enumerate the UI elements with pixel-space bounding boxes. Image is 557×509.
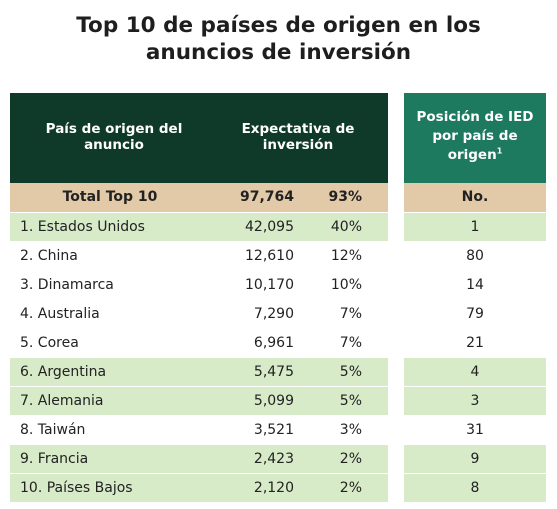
pct-cell: 7% [339, 306, 362, 322]
country-column-header: País de origen del anuncio [45, 121, 183, 153]
pct-cell: 12% [330, 248, 362, 264]
country-cell: 3. Dinamarca [20, 277, 114, 293]
table-row: 4. Australia 7,290 7% [10, 300, 388, 328]
fdi-position-cell: 8 [404, 474, 546, 502]
fdi-position-table: Posición de IED por país de origen1 No. … [404, 93, 546, 503]
value-cell: 7,290 [253, 306, 294, 322]
fdi-position-cell: 79 [404, 300, 546, 328]
fdi-total-row: No. [404, 183, 546, 212]
pct-cell: 10% [330, 277, 362, 293]
country-cell: 7. Alemania [20, 393, 104, 409]
total-value: 97,764 [239, 189, 294, 205]
fdi-header-line-2: por país de [432, 128, 518, 144]
fdi-position-cell: 21 [404, 329, 546, 357]
value-cell: 10,170 [245, 277, 294, 293]
table-row: 5. Corea 6,961 7% [10, 329, 388, 357]
country-cell: 6. Argentina [20, 364, 107, 380]
pct-cell: 3% [339, 422, 362, 438]
pct-cell: 2% [339, 480, 362, 496]
fdi-position-cell: 14 [404, 271, 546, 299]
pct-cell: 7% [339, 335, 362, 351]
country-cell: 9. Francia [20, 451, 89, 467]
total-label: Total Top 10 [62, 189, 158, 205]
total-pct: 93% [328, 189, 362, 205]
country-cell: 2. China [20, 248, 78, 264]
fdi-position-cell: 4 [404, 358, 546, 386]
fdi-position-cell: 31 [404, 416, 546, 444]
pct-cell: 40% [330, 219, 362, 235]
table-row: 2. China 12,610 12% [10, 242, 388, 270]
value-cell: 2,120 [253, 480, 294, 496]
fdi-position-header: Posición de IED por país de origen1 [404, 93, 546, 183]
value-cell: 5,099 [253, 393, 294, 409]
title-line-2: anuncios de inversión [145, 40, 412, 65]
pct-cell: 5% [339, 364, 362, 380]
page-title: Top 10 de países de origen en los anunci… [0, 12, 557, 66]
fdi-position-cell: 1 [404, 213, 546, 241]
title-line-1: Top 10 de países de origen en los [76, 13, 481, 38]
country-cell: 4. Australia [20, 306, 100, 322]
fdi-position-cell: 80 [404, 242, 546, 270]
pct-cell: 5% [339, 393, 362, 409]
footnote-marker: 1 [496, 146, 503, 156]
fdi-position-cell: 9 [404, 445, 546, 473]
pct-cell: 2% [339, 451, 362, 467]
country-cell: 1. Estados Unidos [20, 219, 145, 235]
fdi-position-cell: 3 [404, 387, 546, 415]
country-cell: 10. Países Bajos [20, 480, 133, 496]
table-row: 1. Estados Unidos 42,095 40% [10, 213, 388, 241]
value-cell: 2,423 [253, 451, 294, 467]
table-row: 10. Países Bajos 2,120 2% [10, 474, 388, 502]
fdi-header-origin: origen [447, 147, 497, 163]
table-row: 7. Alemania 5,099 5% [10, 387, 388, 415]
total-row: Total Top 10 97,764 93% [10, 183, 388, 212]
country-cell: 8. Taiwán [20, 422, 86, 438]
table-row: 8. Taiwán 3,521 3% [10, 416, 388, 444]
table-row: 6. Argentina 5,475 5% [10, 358, 388, 386]
investment-table: País de origen del anuncio Expectativa d… [10, 93, 388, 503]
value-cell: 42,095 [245, 219, 294, 235]
investment-table-header: País de origen del anuncio Expectativa d… [10, 93, 388, 183]
value-cell: 5,475 [253, 364, 294, 380]
table-row: 3. Dinamarca 10,170 10% [10, 271, 388, 299]
value-cell: 3,521 [253, 422, 294, 438]
fdi-header-line-1: Posición de IED [416, 109, 534, 125]
expectation-column-header: Expectativa de inversión [241, 121, 355, 153]
value-cell: 6,961 [253, 335, 294, 351]
value-cell: 12,610 [245, 248, 294, 264]
table-row: 9. Francia 2,423 2% [10, 445, 388, 473]
country-cell: 5. Corea [20, 335, 79, 351]
fdi-header-line-3: origen1 [404, 146, 546, 165]
